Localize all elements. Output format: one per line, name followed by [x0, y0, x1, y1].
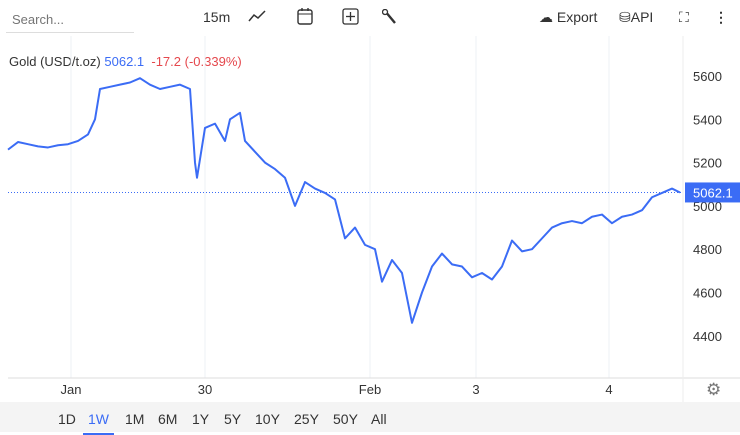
price-chart[interactable]: Jan 30 Feb 3 4 4400 4600 4800 5000 5200 5400 5600 50… — [0, 0, 740, 402]
last-price-label: 5062.1 — [693, 185, 733, 200]
y-tick-label: 5200 — [693, 156, 722, 171]
x-tick-label: 3 — [472, 382, 479, 397]
fullscreen-icon[interactable]: ⛶ — [679, 9, 689, 25]
api-label: API — [630, 9, 654, 25]
price-change: -17.2 — [151, 54, 182, 69]
x-tick-label: 4 — [605, 382, 612, 397]
export-button[interactable]: ☁ Export — [539, 9, 597, 26]
range-selector: 1D 1W 1M 6M 1Y 5Y 10Y 25Y 50Y All — [0, 402, 740, 435]
y-tick-label: 5000 — [693, 199, 722, 214]
y-tick-label: 4800 — [693, 242, 722, 257]
y-tick-label: 5600 — [693, 69, 722, 84]
price-change-pct: (-0.339%) — [184, 54, 242, 69]
range-1y[interactable]: 1Y — [192, 411, 210, 427]
range-1w[interactable]: 1W — [83, 411, 114, 435]
chart-type-icon[interactable] — [248, 9, 266, 26]
instrument-name: Gold (USD/t.oz) — [9, 54, 101, 69]
last-price: 5062.1 — [104, 54, 145, 69]
y-tick-label: 5400 — [693, 112, 722, 127]
range-6m[interactable]: 6M — [158, 411, 178, 427]
search-input[interactable] — [6, 6, 134, 33]
y-tick-label: 4600 — [693, 286, 722, 301]
settings-gear-icon[interactable]: ⚙ — [706, 380, 722, 399]
range-1d[interactable]: 1D — [58, 411, 76, 427]
range-5y[interactable]: 5Y — [224, 411, 242, 427]
calendar-icon[interactable] — [297, 7, 313, 28]
cloud-download-icon: ☁ — [539, 9, 553, 25]
database-icon: ⛁ — [619, 9, 631, 25]
chart-legend: Gold (USD/t.oz) 5062.1 -17.2 (-0.339%) — [9, 54, 242, 69]
range-10y[interactable]: 10Y — [255, 411, 280, 427]
add-indicator-icon[interactable] — [342, 8, 359, 28]
x-tick-label: Jan — [61, 382, 82, 397]
wrench-icon[interactable] — [381, 8, 398, 28]
api-button[interactable]: ⛁API — [619, 9, 653, 26]
x-tick-label: 30 — [198, 382, 212, 397]
x-tick-label: Feb — [359, 382, 381, 397]
last-price-badge — [685, 182, 740, 203]
toolbar: 15m ☁ Export ⛁API ⛶ ⋮ — [0, 0, 740, 36]
more-menu-icon[interactable]: ⋮ — [714, 9, 728, 25]
interval-button[interactable]: 15m — [203, 9, 231, 25]
export-label: Export — [556, 9, 598, 25]
range-50y[interactable]: 50Y — [333, 411, 358, 427]
y-tick-label: 4400 — [693, 329, 722, 344]
range-25y[interactable]: 25Y — [294, 411, 319, 427]
price-series-line — [7, 77, 681, 324]
range-1m[interactable]: 1M — [125, 411, 145, 427]
range-all[interactable]: All — [371, 411, 387, 427]
